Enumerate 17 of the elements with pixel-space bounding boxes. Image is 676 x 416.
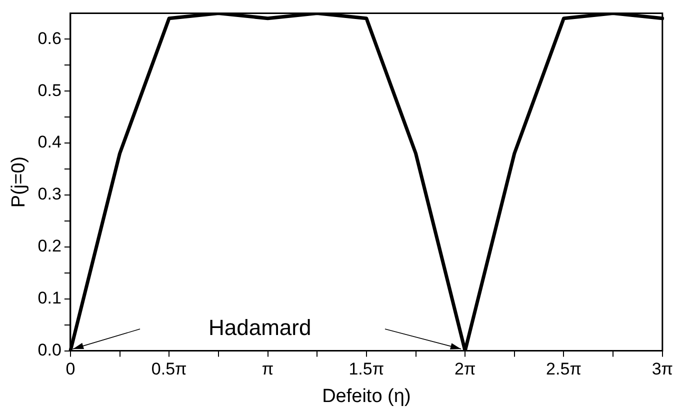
y-tick-label: 0.5 [38,80,62,100]
y-tick-label: 0.0 [38,340,62,360]
x-tick-label: 2π [454,360,476,379]
x-tick-label: 1.5π [348,360,384,379]
annotation: Hadamard [208,314,312,340]
y-axis-title: P(j=0) [8,156,30,208]
x-tick-label: 0.5π [151,360,187,379]
x-tick-label: π [262,360,274,379]
y-tick-label: 0.1 [38,288,62,308]
x-tick-label: 3π [652,360,673,379]
x-tick-label: 0 [66,360,76,379]
y-tick-label: 0.2 [38,236,62,256]
y-tick-label: 0.4 [38,132,62,152]
y-tick-label: 0.6 [38,28,62,48]
x-axis-title: Defeito (η) [322,386,411,407]
x-tick-label: 2.5π [546,360,582,379]
y-tick-label: 0.3 [38,184,62,204]
